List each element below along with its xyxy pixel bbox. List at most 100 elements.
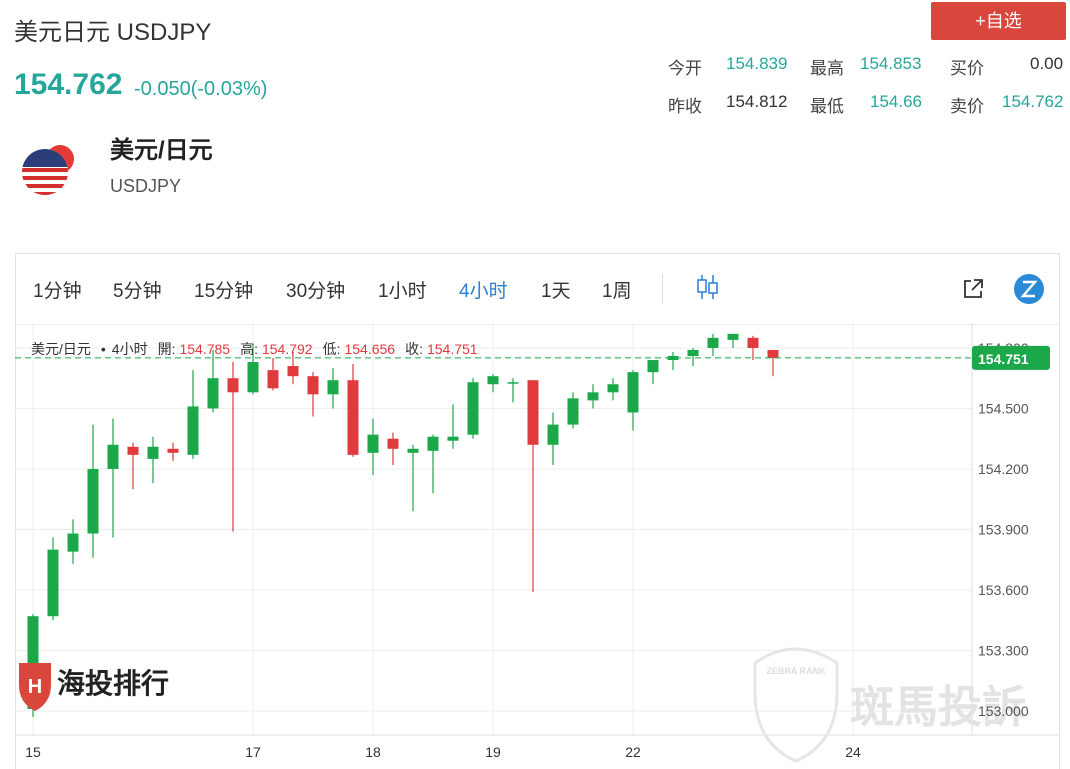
candle-up xyxy=(727,333,739,340)
x-tick-label: 18 xyxy=(365,744,381,760)
candle-up xyxy=(567,398,579,425)
open-value: 154.839 xyxy=(726,54,788,73)
candle-up xyxy=(707,337,719,348)
tradingview-icon[interactable] xyxy=(1013,273,1045,305)
candle-up xyxy=(447,436,459,441)
y-tick-label: 154.200 xyxy=(978,461,1029,477)
ohlc-interval: 4小时 xyxy=(112,341,148,357)
x-tick-label: 17 xyxy=(245,744,261,760)
candle-down xyxy=(167,448,179,453)
current-price: 154.762 xyxy=(14,68,123,101)
candle-up xyxy=(607,384,619,393)
watermark-left-text: 海投排行 xyxy=(57,667,169,699)
tab-5min[interactable]: 5分钟 xyxy=(113,281,162,302)
candle-up xyxy=(487,376,499,385)
candle-down xyxy=(307,376,319,395)
bid-stat: 买价 0.00 xyxy=(950,54,1063,79)
price-change: -0.050(-0.03%) xyxy=(134,78,268,100)
page-title: 美元日元 USDJPY xyxy=(14,19,212,46)
external-link-icon[interactable] xyxy=(962,278,984,300)
candle-down xyxy=(267,370,279,389)
candle-up xyxy=(667,356,679,361)
watermark-left: H xyxy=(19,663,51,711)
candle-up xyxy=(47,549,59,617)
ohlc-close-label: 收: xyxy=(405,341,423,357)
candle-up xyxy=(27,616,39,709)
x-tick-label: 22 xyxy=(625,744,641,760)
tab-1day[interactable]: 1天 xyxy=(541,281,571,302)
candle-down xyxy=(747,337,759,348)
candle-up xyxy=(627,372,639,413)
high-stat: 最高 154.853 xyxy=(810,54,921,79)
candlestick-chart[interactable]: ZEBRA RANK 斑馬投訴 154.500 154.200 153.900 153.6… xyxy=(15,323,1058,768)
ohlc-low-value: 154.656 xyxy=(344,341,395,357)
tab-1week[interactable]: 1周 xyxy=(602,281,632,302)
candle-up xyxy=(247,362,259,393)
low-stat: 最低 154.66 xyxy=(810,92,922,117)
zebra-shield-icon xyxy=(753,647,839,763)
y-tick-label: 153.000 xyxy=(978,703,1029,719)
candle-up xyxy=(207,378,219,409)
candle-down xyxy=(227,378,239,393)
candle-up xyxy=(367,434,379,453)
candle-up xyxy=(587,392,599,401)
tab-4hour[interactable]: 4小时 xyxy=(459,281,508,302)
y-tick-label: 153.600 xyxy=(978,582,1029,598)
ask-stat: 卖价 154.762 xyxy=(950,92,1063,117)
ohlc-separator: • xyxy=(101,341,106,357)
candle-up xyxy=(647,360,659,373)
candle-up xyxy=(87,468,99,534)
candle-down xyxy=(767,349,779,359)
candle-up xyxy=(507,382,519,384)
tab-15min[interactable]: 15分钟 xyxy=(194,281,254,302)
add-to-watchlist-button[interactable]: +自选 xyxy=(931,2,1066,40)
candle-up xyxy=(67,533,79,552)
candle-up xyxy=(147,446,159,459)
last-price-value: 154.751 xyxy=(978,351,1029,367)
candlestick-icon[interactable] xyxy=(696,274,720,300)
y-tick-label: 153.300 xyxy=(978,642,1029,658)
open-stat: 今开 154.839 xyxy=(668,54,787,79)
chart-panel: 1分钟 5分钟 15分钟 30分钟 1小时 4小时 1天 1周 xyxy=(15,253,1060,769)
prev-close-value: 154.812 xyxy=(726,92,788,111)
pair-name: 美元/日元 xyxy=(110,137,213,164)
bid-value: 0.00 xyxy=(1030,54,1064,73)
ask-value: 154.762 xyxy=(1002,92,1064,111)
pair-code: USDJPY xyxy=(110,176,182,196)
ohlc-low-label: 低: xyxy=(323,341,341,357)
chart-toolbar: 1分钟 5分钟 15分钟 30分钟 1小时 4小时 1天 1周 xyxy=(16,254,1059,325)
quote-stats: 今开 154.839 最高 154.853 买价 0.00 昨收 154.812… xyxy=(660,52,1070,122)
tab-1min[interactable]: 1分钟 xyxy=(33,281,82,302)
candle-up xyxy=(687,349,699,357)
candle-down xyxy=(347,380,359,455)
y-tick-label: 153.900 xyxy=(978,521,1029,537)
x-tick-label: 19 xyxy=(485,744,501,760)
high-label: 最高 xyxy=(810,59,844,78)
high-value: 154.853 xyxy=(860,54,922,73)
haitou-logo-letter: H xyxy=(28,676,42,698)
candle-up xyxy=(187,406,199,455)
low-value: 154.66 xyxy=(870,92,922,111)
candle-up xyxy=(467,382,479,435)
candle-down xyxy=(387,438,399,449)
x-tick-label: 24 xyxy=(845,744,861,760)
ask-label: 卖价 xyxy=(950,97,984,116)
bid-label: 买价 xyxy=(950,59,984,78)
open-label: 今开 xyxy=(668,59,702,78)
ohlc-high-value: 154.792 xyxy=(262,341,313,357)
candle-up xyxy=(427,436,439,451)
tab-30min[interactable]: 30分钟 xyxy=(286,281,346,302)
candle-down xyxy=(287,366,299,377)
candle-up xyxy=(547,424,559,445)
ohlc-open-label: 開: xyxy=(158,341,176,357)
ohlc-open-value: 154.785 xyxy=(179,341,230,357)
candle-up xyxy=(107,444,119,469)
ohlc-close-value: 154.751 xyxy=(427,341,478,357)
candle-down xyxy=(127,446,139,455)
low-label: 最低 xyxy=(810,97,844,116)
toolbar-divider xyxy=(662,274,663,304)
watermark-right-en: ZEBRA RANK xyxy=(766,666,826,676)
tab-1hour[interactable]: 1小时 xyxy=(378,281,427,302)
candle-up xyxy=(407,448,419,453)
y-tick-label: 154.500 xyxy=(978,400,1029,416)
